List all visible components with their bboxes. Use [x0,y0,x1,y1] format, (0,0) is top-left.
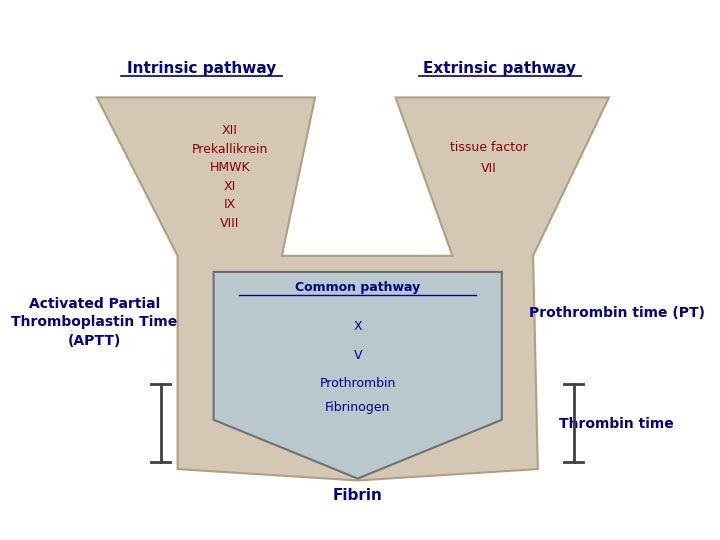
Text: Fibrin: Fibrin [333,488,382,503]
Text: Prothrombin: Prothrombin [320,377,396,390]
Text: X: X [354,320,362,333]
Text: tissue factor
VII: tissue factor VII [449,141,528,175]
Text: Thrombin time: Thrombin time [559,416,674,430]
Text: Fibrinogen: Fibrinogen [325,401,390,414]
Text: Common pathway: Common pathway [295,281,420,294]
Text: Extrinsic pathway: Extrinsic pathway [423,60,577,76]
Text: Activated Partial
Thromboplastin Time
(APTT): Activated Partial Thromboplastin Time (A… [11,297,177,348]
Text: V: V [354,349,362,362]
Text: XII
Prekallikrein
HMWK
XI
IX
VIII: XII Prekallikrein HMWK XI IX VIII [192,124,268,230]
Polygon shape [214,272,502,478]
Text: Intrinsic pathway: Intrinsic pathway [127,60,276,76]
Polygon shape [97,97,609,481]
Text: Prothrombin time (PT): Prothrombin time (PT) [528,306,705,320]
